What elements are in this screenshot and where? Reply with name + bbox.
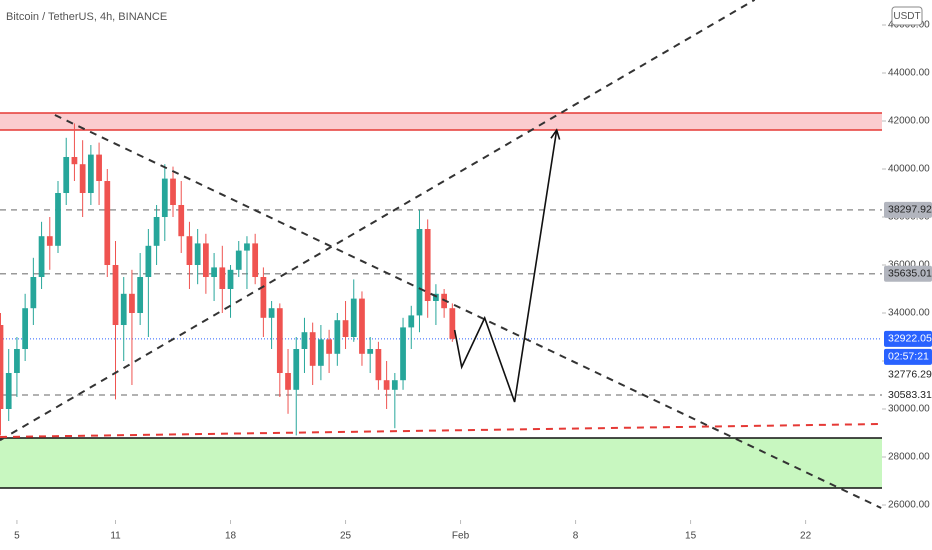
candle-body [129,293,135,314]
candle-body [318,339,324,366]
zone [0,113,882,131]
candle-body [203,243,209,278]
candle-body [79,164,86,194]
candle-body [178,205,185,237]
candle-body [120,293,127,326]
y-tick-label: 40000.00 [888,164,930,175]
candle-body [235,250,242,270]
x-tick-label: 8 [573,531,579,542]
trendline [0,423,882,439]
candle-body [145,245,152,278]
price-label-box [884,330,932,347]
chart-title: Bitcoin / TetherUS, 4h, BINANCE [6,11,167,23]
candle-body [260,277,267,318]
x-tick-label: Feb [452,531,470,542]
x-tick-label: 15 [685,531,697,542]
candle-body [416,229,423,316]
candle-body [153,217,160,246]
arrow-head [550,128,561,140]
y-tick-label: 30000.00 [888,404,930,415]
candle-body [211,267,217,278]
candle-body [219,267,226,290]
price-label-box [884,348,932,365]
candle-body [38,236,45,278]
candle-body [383,380,390,390]
candle-body [161,178,168,218]
candle-body [63,157,70,194]
candle-body [96,154,102,182]
trendline [54,114,882,509]
x-tick-label: 18 [225,531,237,542]
candle-body [268,308,275,318]
price-label-box [884,387,932,404]
candle-body [326,339,332,354]
candle-body [350,298,357,338]
y-tick-label: 44000.00 [888,68,930,79]
candle-body [71,157,78,165]
price-label: 32776.29 [888,369,932,381]
candle-body [342,320,349,338]
price-label: 02:57:21 [888,351,929,363]
candle-body [227,269,234,290]
price-label-box [884,366,932,383]
candle-body [449,308,456,339]
candle-body [359,298,365,354]
x-tick-label: 22 [800,531,812,542]
candle-body [137,277,144,314]
y-tick-label: 34000.00 [888,308,930,319]
candle-body [252,243,259,278]
candle-body [276,308,283,374]
candle-body [334,320,341,354]
y-tick-label: 36000.00 [888,260,930,271]
plot-area [0,0,882,509]
price-label: 30583.31 [888,389,932,401]
trendline [0,0,756,442]
time-axis [0,520,882,550]
candle-body [104,181,111,266]
x-tick-label: 5 [14,531,20,542]
candle-body [186,236,193,266]
y-tick-label: 42000.00 [888,116,930,127]
zone [0,437,882,489]
trendline [453,129,558,403]
candle-body [46,236,53,246]
candle-body [87,154,94,194]
candle-body [375,349,382,381]
price-label: 38297.92 [888,204,932,216]
candle-body [30,277,37,309]
candle-body [194,243,201,266]
candle-body [0,325,4,410]
candle-body [400,327,406,381]
candle-body [5,373,12,410]
price-label: 35635.01 [888,268,932,280]
candle-body [367,349,374,354]
x-tick-label: 11 [110,531,121,542]
price-label-box [884,265,932,282]
candle-body [391,380,398,390]
price-label: 32922.05 [888,333,932,345]
candle-body [293,349,300,390]
candle-body [170,178,176,206]
y-tick-label: 26000.00 [888,500,930,511]
candle-body [14,349,20,374]
candle-body [424,229,431,302]
x-tick-label: 25 [340,531,352,542]
candle-body [433,293,439,302]
candle-body [301,332,308,350]
candle-body [285,373,291,390]
candle-body [408,315,415,328]
y-tick-label: 28000.00 [888,452,930,463]
candle-body [244,243,250,251]
candle-body [309,332,316,366]
currency-box[interactable] [891,6,923,26]
candle-body [55,193,61,246]
candle-body [22,308,29,350]
price-label-box [884,201,932,218]
currency[interactable]: USDT [893,11,920,22]
candle-body [112,265,119,326]
